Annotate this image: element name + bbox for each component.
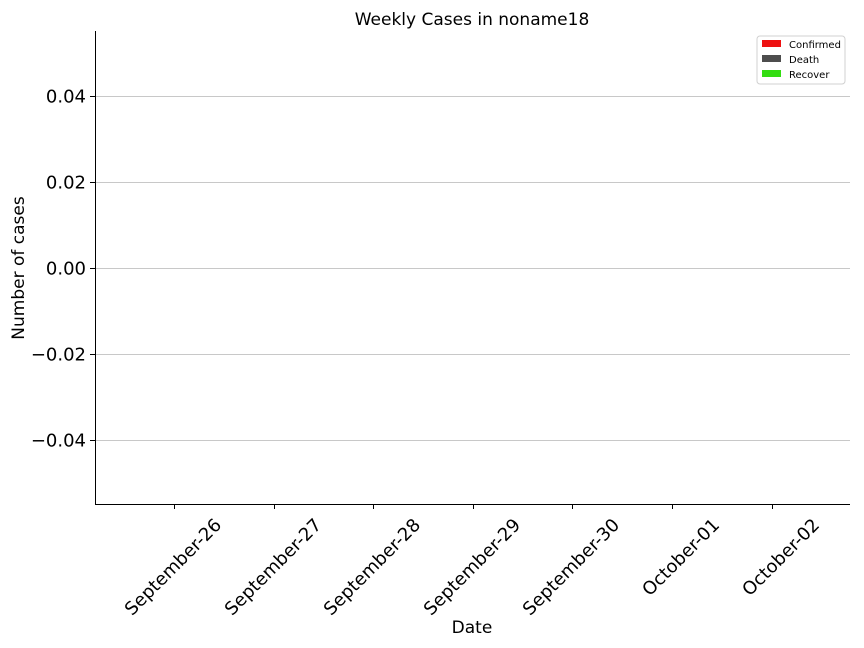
x-tick-label: September-30 [519,515,624,620]
x-axis-ticks: September-26September-27September-28Sept… [121,504,824,620]
x-tick-label: October-01 [638,515,724,601]
x-tick-label: September-27 [221,515,326,620]
legend: Confirmed Death Recover [756,35,846,85]
y-tick-label: −0.04 [31,431,86,452]
chart-title: Weekly Cases in noname18 [355,10,590,30]
y-axis-ticks: 0.04 0.02 0.00 −0.02 −0.04 [31,87,95,452]
legend-swatch-death [762,55,781,62]
legend-label-death: Death [789,55,819,66]
legend-label-recover: Recover [789,70,830,81]
x-tick-label: September-26 [121,515,226,620]
legend-swatch-recover [762,70,781,77]
legend-swatch-confirmed [762,40,781,47]
x-axis-label: Date [452,618,493,638]
x-tick-label: October-02 [738,515,824,601]
y-tick-label: 0.00 [46,259,86,280]
x-tick-label: September-29 [420,515,525,620]
legend-label-confirmed: Confirmed [789,40,841,51]
y-tick-label: −0.02 [31,345,86,366]
y-tick-label: 0.02 [46,173,86,194]
y-tick-label: 0.04 [46,87,86,108]
y-axis-label: Number of cases [9,196,29,340]
x-tick-label: September-28 [320,515,425,620]
grid-lines [95,96,850,441]
